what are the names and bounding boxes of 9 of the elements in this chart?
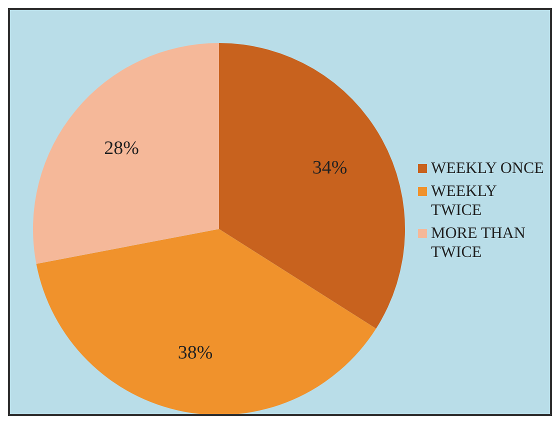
legend-label: WEEKLY ONCE: [431, 158, 544, 178]
legend-label: WEEKLY TWICE: [431, 182, 498, 220]
data-label: 34%: [312, 158, 348, 179]
data-label: 38%: [178, 342, 213, 364]
pie-slice: [219, 43, 405, 329]
data-label: 28%: [104, 138, 140, 159]
pie-slice: [33, 43, 219, 264]
legend-label: MORE THAN TWICE: [431, 224, 526, 262]
pie-slice: [36, 229, 376, 414]
